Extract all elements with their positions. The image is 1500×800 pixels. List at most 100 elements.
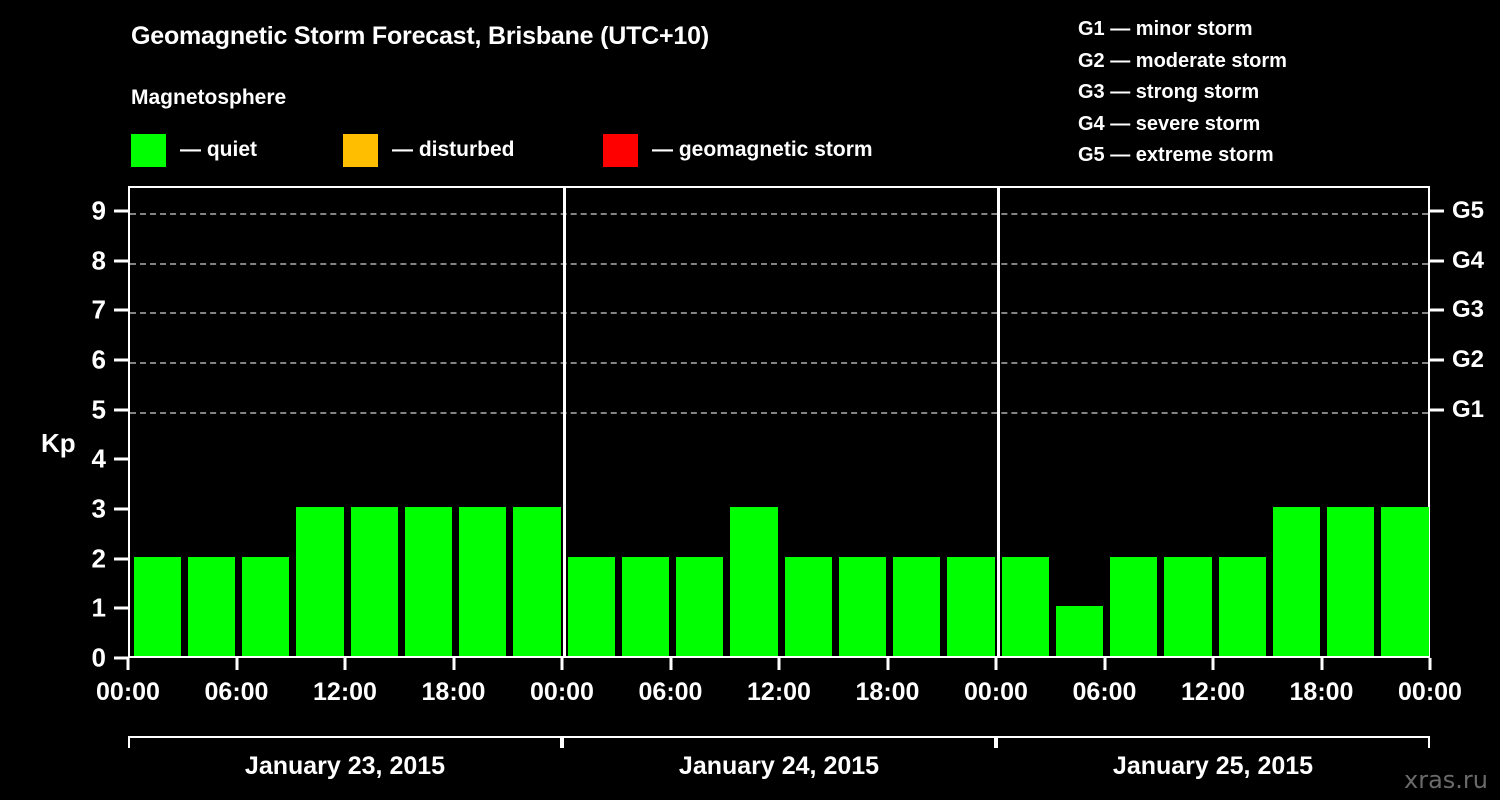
y-tick-label-7: 7	[91, 294, 106, 325]
kp-bar	[350, 506, 398, 656]
x-tick-mark-10	[1211, 658, 1215, 670]
kp-bar	[187, 556, 235, 656]
kp-bar	[513, 506, 561, 656]
kp-bar	[1001, 556, 1049, 656]
kp-bar	[404, 506, 452, 656]
gridline-kp-5	[130, 411, 1428, 414]
y-tick-label-2: 2	[91, 543, 106, 574]
g-tick-mark-G3	[1430, 308, 1444, 312]
x-tick-mark-6	[777, 658, 781, 670]
legend-label: — geomagnetic storm	[652, 138, 873, 161]
gridlines	[130, 188, 1428, 656]
kp-bar	[567, 556, 615, 656]
gscale-legend: G1 — minor storm G2 — moderate storm G3 — …	[1078, 14, 1287, 172]
gridline-kp-7	[130, 312, 1428, 315]
kp-bar	[893, 556, 941, 656]
legend-heading: Magnetosphere	[131, 86, 287, 109]
day-label: January 23, 2015	[244, 752, 446, 780]
x-tick-label-8: 00:00	[964, 678, 1028, 706]
kp-bar	[1110, 556, 1158, 656]
day-group-2: January 24, 2015	[562, 736, 996, 796]
x-tick-mark-9	[1103, 658, 1106, 670]
kp-bar	[1218, 556, 1266, 656]
x-tick-label-3: 18:00	[421, 678, 486, 706]
x-tick-mark-0	[126, 658, 130, 670]
day-bracket	[996, 736, 1430, 748]
y-axis-kp: 0 1 2 3 4 5 6 7 8 9	[0, 186, 128, 673]
x-tick-mark-2	[343, 658, 347, 670]
y-tick-mark-4	[114, 457, 128, 461]
gridline-kp-8	[130, 262, 1428, 265]
x-tick-label-9: 06:00	[1072, 678, 1137, 706]
g-tick-label-G3: G3	[1452, 296, 1485, 324]
y-tick-mark-0	[114, 656, 128, 660]
gscale-row-2: G2 — moderate storm	[1078, 49, 1287, 72]
y-tick-label-0: 0	[91, 642, 106, 673]
kp-bar	[730, 506, 778, 656]
y-tick-mark-7	[114, 308, 128, 312]
y-tick-mark-5	[114, 408, 128, 412]
y-tick-mark-8	[114, 259, 128, 263]
x-tick-label-2: 12:00	[313, 678, 377, 706]
gscale-row-4: G4 — severe storm	[1078, 112, 1261, 135]
x-tick-label-7: 18:00	[855, 678, 920, 706]
x-tick-label-4: 00:00	[530, 678, 594, 706]
kp-bar	[242, 556, 290, 656]
day-label: January 25, 2015	[1112, 752, 1314, 780]
y-tick-mark-3	[114, 507, 128, 511]
green-square-swatch	[131, 133, 166, 167]
kp-bars	[130, 188, 1429, 656]
g-tick-label-G1: G1	[1452, 395, 1485, 423]
day-separator-1	[562, 188, 566, 656]
kp-bar	[459, 506, 507, 656]
legend-label: — disturbed	[392, 138, 515, 161]
plot-area	[128, 186, 1430, 658]
x-tick-mark-3	[452, 658, 455, 670]
kp-bar	[1164, 556, 1212, 656]
y-tick-mark-2	[114, 557, 128, 561]
day-group-3: January 25, 2015	[996, 736, 1430, 796]
kp-bar	[1055, 606, 1103, 656]
y-tick-label-9: 9	[91, 195, 106, 226]
red-square-swatch	[603, 133, 638, 167]
y-tick-label-5: 5	[91, 394, 106, 425]
y-tick-label-8: 8	[91, 245, 106, 276]
x-tick-mark-1	[235, 658, 238, 670]
y-tick-mark-1	[114, 606, 128, 610]
gridline-kp-6	[130, 361, 1428, 364]
g-tick-mark-G4	[1430, 259, 1444, 263]
day-bracket	[128, 736, 562, 748]
kp-bar	[784, 556, 832, 656]
y-tick-mark-9	[114, 209, 128, 213]
orange-square-swatch	[343, 133, 378, 167]
day-group-1: January 23, 2015	[128, 736, 562, 796]
day-bracket	[562, 736, 996, 748]
x-axis-time: 00:00 06:00 12:00 18:00 00:00 06:00 12:00 18:00…	[96, 658, 1462, 718]
legend-entry-1: — disturbed	[343, 132, 515, 168]
kp-bar	[947, 556, 995, 656]
g-tick-label-G4: G4	[1452, 246, 1485, 274]
kp-bar	[296, 506, 344, 656]
kp-bar	[133, 556, 181, 656]
x-tick-label-1: 06:00	[204, 678, 269, 706]
x-tick-label-6: 12:00	[747, 678, 811, 706]
x-tick-mark-4	[560, 658, 564, 670]
g-tick-mark-G5	[1430, 209, 1444, 213]
y-tick-label-6: 6	[91, 344, 106, 375]
day-brackets: January 23, 2015 January 24, 2015 January …	[128, 736, 1430, 796]
x-tick-mark-7	[886, 658, 889, 670]
day-separator-2	[996, 188, 1000, 656]
kp-bar	[1381, 506, 1429, 656]
x-tick-mark-11	[1320, 658, 1323, 670]
g-tick-label-G5: G5	[1452, 196, 1485, 224]
kp-bar	[1327, 506, 1375, 656]
kp-bar	[838, 556, 886, 656]
kp-bar	[1272, 506, 1320, 656]
y-axis-title: Kp	[41, 428, 76, 458]
x-tick-mark-12	[1428, 658, 1432, 670]
y-tick-label-3: 3	[91, 493, 106, 524]
legend-entry-0: — quiet	[131, 132, 257, 168]
x-tick-label-10: 12:00	[1181, 678, 1245, 706]
x-tick-mark-8	[994, 658, 998, 670]
